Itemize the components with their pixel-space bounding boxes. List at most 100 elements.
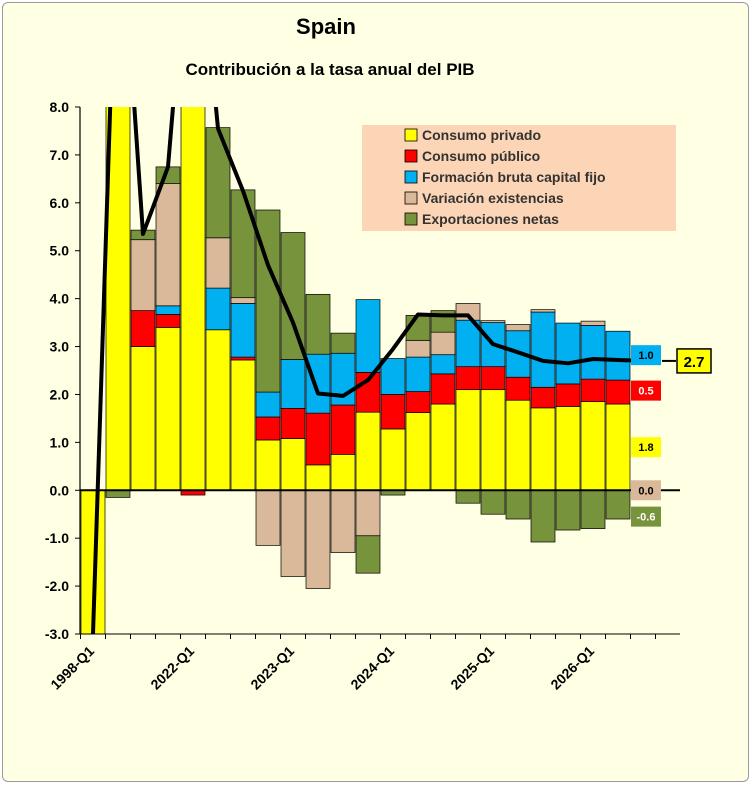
y-tick-label: -1.0 [45, 530, 69, 546]
bar-segment [505, 376, 531, 401]
bar-segment [480, 389, 506, 491]
bar-segment [105, 489, 131, 498]
bar-segment [255, 416, 281, 441]
legend: Consumo privado Consumo público Formación … [362, 125, 676, 231]
end-label-text: 2.7 [684, 354, 705, 371]
bar-segment [530, 407, 556, 491]
bar-segment [205, 287, 231, 331]
bar-segment [455, 389, 481, 491]
bar-segment [580, 378, 606, 402]
legend-label: Formación bruta capital fijo [422, 169, 606, 185]
y-tick-label: 5.0 [50, 243, 70, 259]
x-tick-label: 2026-Q1 [547, 643, 597, 693]
bar-segment [105, 107, 131, 491]
gdp-line [91, 107, 644, 634]
legend-swatch [404, 128, 418, 142]
bar-segment [130, 310, 156, 347]
bar-segment [330, 453, 356, 491]
bar-segment [205, 329, 231, 491]
bar-segment [505, 399, 531, 491]
y-tick-label: 6.0 [50, 195, 70, 211]
bar-segment [455, 489, 481, 504]
bar-segment [605, 379, 631, 405]
bar-segment [305, 353, 331, 414]
bar-segment [530, 311, 556, 388]
legend-swatch [404, 191, 418, 205]
legend-swatch [404, 170, 418, 184]
end-label-text: 1.0 [638, 350, 653, 362]
bar-segment [155, 314, 181, 328]
bar-segment [530, 386, 556, 409]
bar-segment [355, 489, 381, 537]
x-tick-label: 2024-Q1 [347, 643, 397, 693]
end-label-text: 0.5 [638, 386, 653, 398]
y-tick-label: 4.0 [50, 291, 70, 307]
bar-segment [455, 319, 481, 368]
bar-segment [605, 330, 631, 381]
bar-segment [230, 356, 256, 361]
bar-segment [430, 373, 456, 405]
y-tick-label: 1.0 [50, 434, 70, 450]
legend-label: Exportaciones netas [422, 211, 559, 227]
bar-segment [530, 309, 556, 313]
legend-swatch [404, 212, 418, 226]
bar-segment [380, 394, 406, 430]
y-tick-label: 0.0 [50, 482, 70, 498]
end-label-box [631, 437, 661, 458]
end-label-box [676, 348, 712, 374]
bar-segment [230, 189, 256, 299]
bar-segment [480, 489, 506, 515]
bar-segment [330, 404, 356, 455]
y-tick-label: 2.0 [50, 386, 70, 402]
bar-segment [355, 299, 381, 373]
legend-swatch [404, 149, 418, 163]
end-label-text: 0.0 [638, 485, 653, 497]
bar-segment [605, 489, 631, 520]
bar-segment [430, 403, 456, 491]
bar-segment [255, 439, 281, 491]
bar-segment [130, 346, 156, 491]
x-tick-label: 2023-Q1 [247, 643, 297, 693]
chart-title: Spain [296, 14, 356, 39]
bar-segment [505, 324, 531, 332]
bar-segment [405, 356, 431, 392]
bar-segment [580, 325, 606, 380]
bar-segment [405, 412, 431, 491]
legend-label: Consumo público [422, 148, 540, 164]
bar-segment [505, 489, 531, 520]
bar-segment [230, 303, 256, 358]
end-labels: 1.0 2.7 0.5 1.8 0.0 -0.6 [631, 345, 712, 527]
y-tick-label: -3.0 [45, 626, 69, 642]
bar-segment [130, 239, 156, 311]
x-tick-label: 2025-Q1 [447, 643, 497, 693]
bar-segment [280, 407, 306, 439]
bar-segment [255, 391, 281, 418]
line-layer [91, 107, 644, 634]
bar-segment [580, 320, 606, 326]
bar-segment [155, 183, 181, 307]
bar-segment [305, 464, 331, 491]
bar-segment [430, 331, 456, 356]
bar-segment [480, 366, 506, 391]
bar-segment [405, 391, 431, 414]
bar-segment [155, 327, 181, 491]
bar-segment [180, 107, 206, 491]
bar-segment [280, 438, 306, 491]
bar-segment [480, 320, 506, 323]
end-label-text: -0.6 [637, 512, 656, 524]
bar-segment [555, 406, 581, 491]
bar-segment [280, 359, 306, 409]
bar-segment [355, 535, 381, 574]
bar-segment [530, 489, 556, 543]
bar-segment [230, 297, 256, 304]
y-tick-label: 7.0 [50, 147, 70, 163]
bar-segment [405, 339, 431, 358]
bar-segment [205, 237, 231, 289]
bar-segment [605, 403, 631, 491]
bar-segment [330, 489, 356, 553]
end-label-box [631, 480, 661, 501]
bar-segment [555, 489, 581, 531]
bar-segment [280, 489, 306, 577]
bar-segment [555, 322, 581, 385]
legend-label: Consumo privado [422, 127, 541, 143]
